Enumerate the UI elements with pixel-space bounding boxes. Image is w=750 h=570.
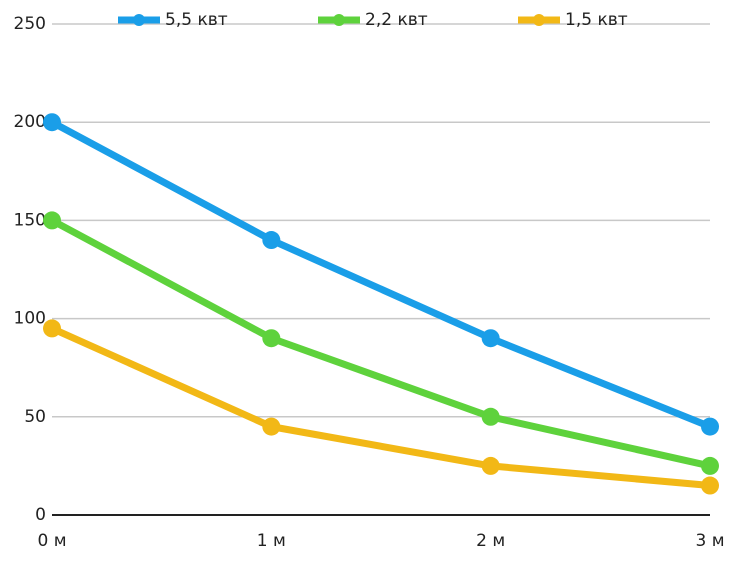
data-point [262, 329, 281, 348]
y-tick-label: 50 [24, 407, 46, 427]
data-point [701, 456, 719, 475]
data-point [481, 456, 500, 475]
data-point [481, 407, 500, 426]
data-point [43, 113, 61, 132]
x-tick-label: 2 м [476, 531, 505, 551]
x-tick-label: 0 м [37, 531, 66, 551]
y-tick-label: 150 [14, 210, 46, 230]
series-line [50, 119, 712, 430]
y-tick-label: 0 [35, 505, 46, 525]
legend-marker [333, 14, 345, 26]
data-point [262, 417, 281, 436]
legend-label: 1,5 квт [565, 10, 628, 30]
x-tick-label: 1 м [257, 531, 286, 551]
x-tick-label: 3 м [695, 531, 724, 551]
data-point [481, 329, 500, 348]
data-point [701, 417, 719, 436]
legend-label: 2,2 квт [365, 10, 428, 30]
data-point [43, 319, 61, 338]
y-tick-label: 250 [14, 14, 46, 34]
y-tick-label: 200 [14, 112, 46, 132]
data-point [43, 211, 61, 230]
data-point [262, 231, 281, 250]
series-line [50, 325, 711, 490]
legend-label: 5,5 квт [165, 10, 228, 30]
legend-marker [533, 14, 545, 26]
y-tick-label: 100 [14, 309, 46, 329]
legend-marker [133, 14, 145, 26]
data-point [701, 476, 719, 495]
series-line [50, 217, 711, 470]
